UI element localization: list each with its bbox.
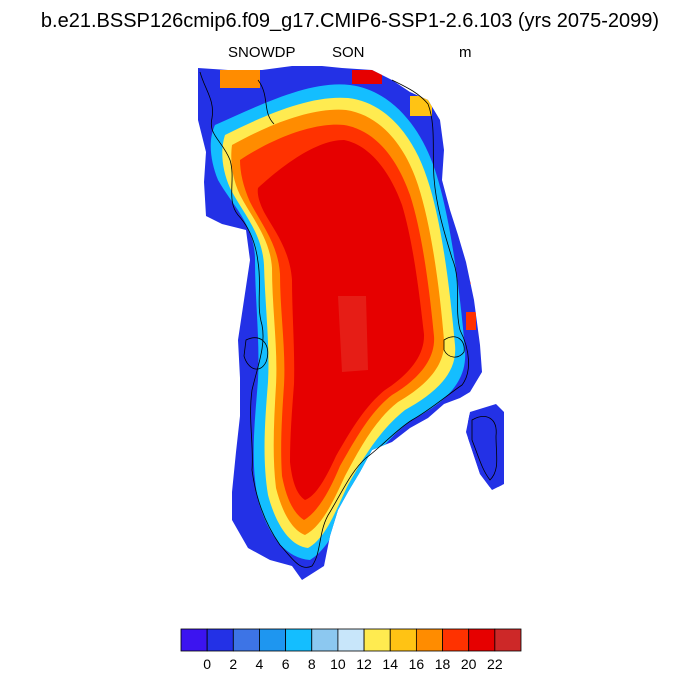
map-title: b.e21.BSSP126cmip6.f09_g17.CMIP6-SSP1-2.… xyxy=(40,10,660,32)
colorbar-tick-label: 12 xyxy=(356,656,372,672)
colorbar-swatch xyxy=(206,628,234,652)
colorbar xyxy=(180,628,522,652)
colorbar-swatch xyxy=(311,628,339,652)
colorbar-swatch xyxy=(442,628,470,652)
season-label: SON xyxy=(332,44,365,61)
colorbar-swatch xyxy=(415,628,443,652)
colorbar-swatch xyxy=(363,628,391,652)
colorbar-tick-label: 20 xyxy=(460,656,477,672)
colorbar-swatch xyxy=(232,628,260,652)
colorbar-tick-label: 10 xyxy=(330,656,346,672)
variable-label: SNOWDP xyxy=(228,44,296,61)
units-label: m xyxy=(459,44,472,61)
colorbar-swatch xyxy=(494,628,522,652)
colorbar-swatch xyxy=(337,628,365,652)
colorbar-tick-label: 22 xyxy=(487,656,503,672)
colorbar-swatch xyxy=(389,628,417,652)
colorbar-tick-label: 14 xyxy=(382,656,398,672)
colorbar-tick-label: 8 xyxy=(307,656,316,672)
colorbar-swatch xyxy=(180,628,208,652)
colorbar-tick-label: 18 xyxy=(434,656,451,672)
colorbar-tick-label: 4 xyxy=(255,656,264,672)
snow-depth-field xyxy=(198,66,504,580)
coastline xyxy=(199,71,498,568)
snow-depth-map xyxy=(198,66,504,580)
colorbar-tick-label: 2 xyxy=(229,656,238,672)
colorbar-tick-label: 6 xyxy=(281,656,290,672)
colorbar-swatch xyxy=(468,628,496,652)
colorbar-tick-label: 0 xyxy=(203,656,212,672)
colorbar-tick-label: 16 xyxy=(408,656,425,672)
colorbar-swatch xyxy=(285,628,313,652)
colorbar-swatch xyxy=(259,628,287,652)
